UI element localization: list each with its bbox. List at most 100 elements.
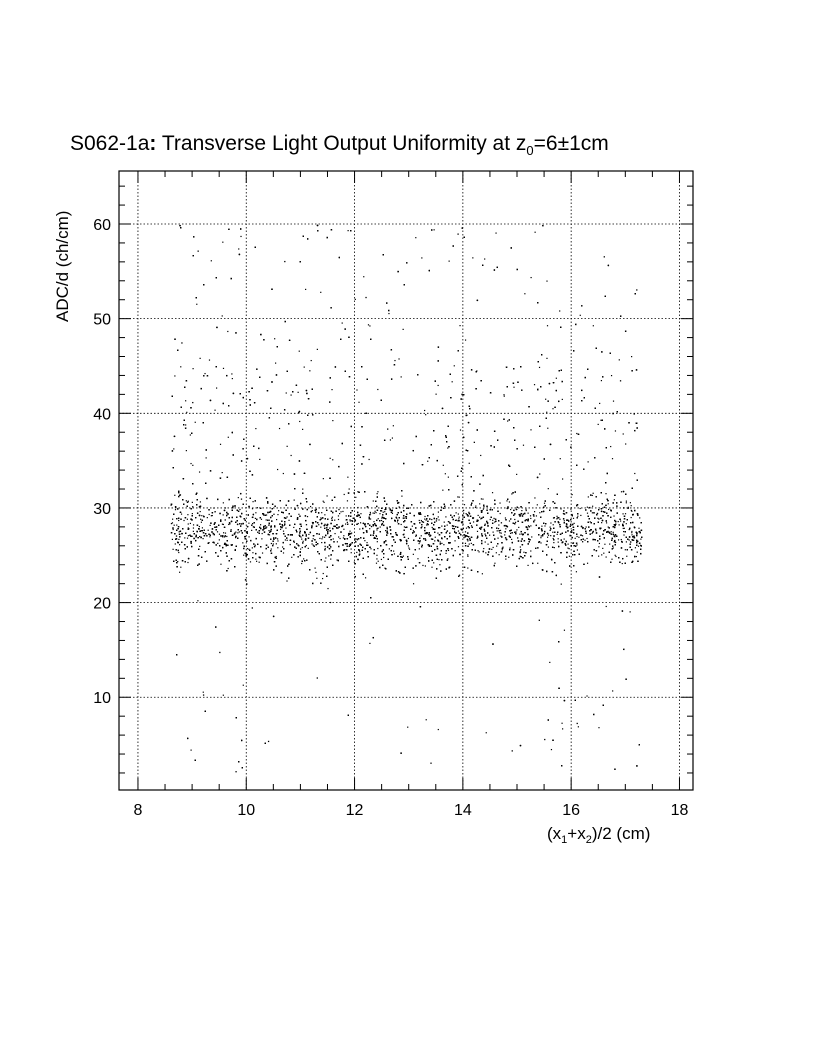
- scatter-point: [589, 521, 591, 523]
- scatter-point: [360, 513, 362, 515]
- scatter-point: [603, 256, 605, 258]
- scatter-point: [336, 559, 338, 561]
- scatter-point: [587, 496, 589, 498]
- scatter-point: [347, 534, 350, 536]
- scatter-point: [354, 539, 356, 541]
- scatter-point: [571, 530, 573, 532]
- scatter-point: [373, 536, 376, 539]
- scatter-point: [443, 521, 445, 523]
- scatter-point: [510, 518, 512, 520]
- scatter-point: [464, 531, 467, 533]
- scatter-point: [275, 362, 277, 364]
- scatter-point: [278, 427, 281, 430]
- scatter-points: [170, 224, 643, 773]
- scatter-point: [202, 691, 204, 693]
- scatter-point: [497, 537, 499, 539]
- scatter-point: [560, 508, 562, 510]
- scatter-point: [211, 514, 213, 517]
- scatter-point: [194, 421, 196, 423]
- scatter-point: [377, 518, 379, 520]
- scatter-point: [550, 748, 553, 751]
- scatter-point: [461, 522, 463, 524]
- scatter-point: [234, 537, 237, 539]
- scatter-point: [369, 325, 371, 327]
- scatter-point: [405, 516, 408, 518]
- scatter-point: [197, 600, 199, 602]
- scatter-point: [171, 538, 173, 541]
- scatter-point: [480, 510, 482, 512]
- scatter-point: [192, 506, 194, 508]
- scatter-point: [381, 517, 383, 519]
- scatter-point: [373, 521, 375, 523]
- scatter-point: [199, 510, 201, 513]
- scatter-point: [497, 527, 500, 530]
- scatter-point: [261, 538, 263, 540]
- scatter-point: [173, 524, 175, 526]
- scatter-point: [636, 289, 638, 291]
- scatter-point: [345, 519, 347, 521]
- scatter-point: [620, 491, 623, 493]
- scatter-point: [268, 530, 270, 532]
- scatter-point: [373, 512, 375, 514]
- scatter-point: [476, 370, 478, 372]
- scatter-point: [288, 519, 290, 521]
- scatter-point: [341, 322, 343, 324]
- scatter-point: [277, 538, 279, 540]
- scatter-point: [379, 513, 381, 515]
- scatter-point: [476, 519, 478, 521]
- scatter-point: [467, 554, 469, 556]
- scatter-point: [576, 535, 578, 538]
- scatter-point: [546, 280, 548, 282]
- scatter-point: [464, 542, 467, 544]
- scatter-point: [563, 629, 566, 631]
- scatter-point: [314, 567, 316, 569]
- scatter-point: [544, 525, 546, 527]
- scatter-point: [213, 542, 215, 544]
- scatter-point: [222, 367, 225, 369]
- scatter-point: [391, 437, 393, 439]
- scatter-point: [464, 339, 467, 341]
- scatter-point: [626, 555, 628, 557]
- scatter-point: [170, 522, 173, 525]
- scatter-point: [636, 551, 638, 553]
- scatter-point: [334, 532, 336, 535]
- scatter-point: [485, 552, 487, 554]
- scatter-point: [220, 563, 222, 565]
- scatter-point: [492, 546, 494, 549]
- scatter-point: [329, 601, 332, 604]
- scatter-point: [235, 771, 237, 773]
- scatter-point: [298, 513, 300, 515]
- scatter-point: [457, 513, 459, 515]
- scatter-point: [608, 508, 610, 511]
- scatter-point: [470, 542, 472, 544]
- scatter-point: [477, 535, 479, 537]
- scatter-point: [576, 432, 578, 435]
- scatter-point: [278, 510, 280, 512]
- scatter-point: [320, 517, 322, 519]
- scatter-point: [345, 523, 347, 525]
- scatter-point: [331, 516, 334, 518]
- scatter-point: [340, 511, 342, 513]
- scatter-point: [198, 525, 200, 528]
- scatter-point: [377, 527, 379, 529]
- scatter-point: [343, 493, 345, 496]
- scatter-point: [293, 499, 295, 501]
- scatter-point: [185, 500, 187, 502]
- scatter-point: [520, 549, 522, 551]
- scatter-point: [502, 546, 504, 548]
- scatter-point: [306, 515, 309, 518]
- scatter-point: [452, 527, 454, 530]
- scatter-point: [185, 450, 187, 452]
- scatter-point: [494, 521, 496, 523]
- scatter-point: [439, 527, 441, 529]
- scatter-point: [613, 515, 615, 517]
- scatter-point: [185, 424, 187, 426]
- scatter-point: [366, 541, 368, 544]
- scatter-point: [260, 518, 263, 520]
- scatter-point: [622, 513, 624, 515]
- scatter-point: [316, 577, 318, 579]
- scatter-point: [384, 509, 386, 511]
- scatter-point: [354, 538, 356, 540]
- scatter-point: [384, 511, 386, 513]
- scatter-point: [603, 552, 605, 554]
